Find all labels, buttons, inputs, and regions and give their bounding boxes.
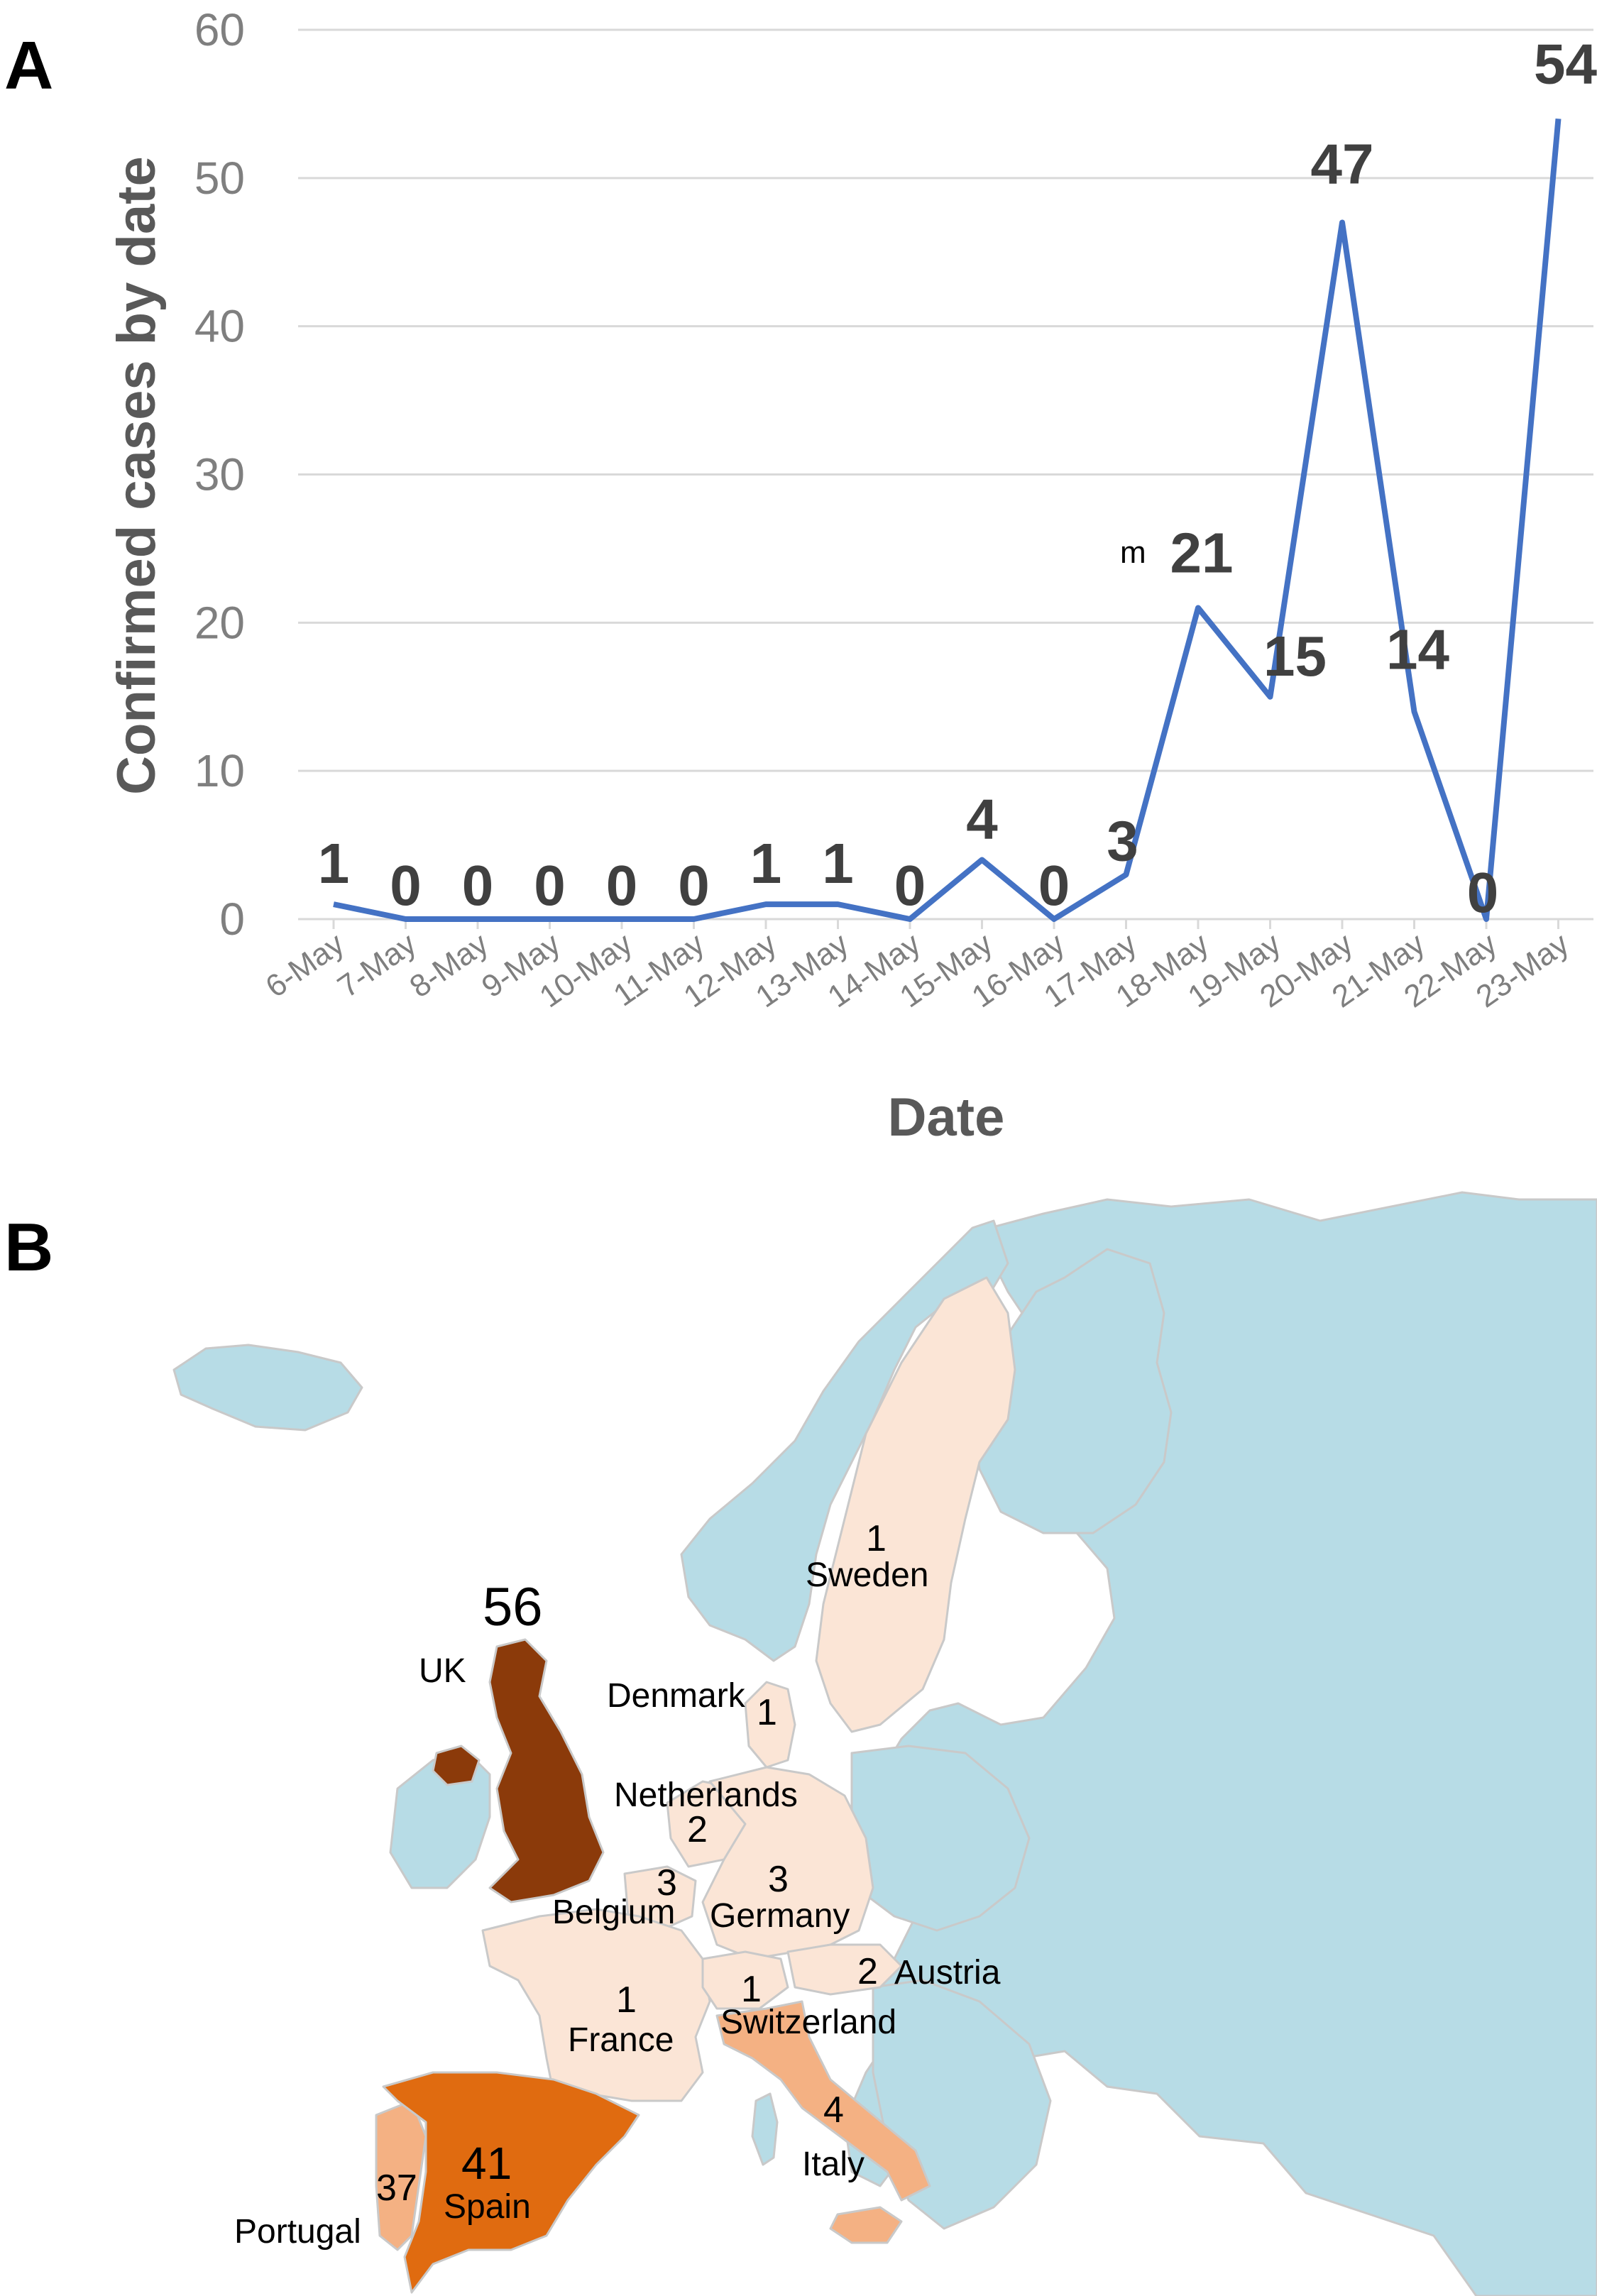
country-uk-ni bbox=[432, 1745, 481, 1786]
label-belgium: Belgium bbox=[552, 1894, 675, 1931]
count-switzerland: 1 bbox=[741, 1969, 762, 2010]
label-denmark: Denmark bbox=[607, 1677, 746, 1715]
label-uk: UK bbox=[419, 1652, 466, 1690]
count-spain: 41 bbox=[461, 2138, 512, 2189]
land-reporting bbox=[375, 1276, 1016, 2294]
country-sweden bbox=[815, 1276, 1016, 1733]
series-line bbox=[333, 118, 1562, 922]
data-label: 0 bbox=[894, 854, 926, 917]
data-label: 4 bbox=[966, 787, 998, 850]
x-axis-title: Date bbox=[888, 1087, 1005, 1148]
label-netherlands: Netherlands bbox=[614, 1776, 798, 1814]
country-france bbox=[481, 1908, 711, 2102]
land-zero-cases bbox=[172, 1191, 1597, 2296]
label-france: France bbox=[568, 2021, 674, 2059]
land-iceland bbox=[172, 1344, 363, 1432]
y-tick-label: 20 bbox=[194, 597, 245, 648]
count-uk: 56 bbox=[483, 1577, 543, 1637]
data-label: 54 bbox=[1534, 32, 1597, 95]
count-portugal: 37 bbox=[376, 2168, 417, 2209]
data-label: 47 bbox=[1311, 132, 1374, 195]
x-tick-label: 7-May bbox=[331, 926, 422, 1004]
label-austria: Austria bbox=[894, 1954, 1001, 1992]
data-label: 21 bbox=[1170, 521, 1234, 584]
country-spain bbox=[382, 2071, 640, 2294]
data-label: 0 bbox=[678, 854, 710, 917]
count-austria: 2 bbox=[857, 1951, 878, 1992]
data-label: 0 bbox=[606, 854, 638, 917]
y-tick-label: 60 bbox=[194, 4, 245, 55]
land-sardinia-corsica bbox=[751, 2092, 779, 2166]
x-tick-label: 6-May bbox=[259, 926, 350, 1004]
count-france: 1 bbox=[616, 1979, 637, 2021]
label-germany: Germany bbox=[710, 1897, 850, 1935]
europe-map: 56 UK 41 Spain 37 Portugal 4 Italy 3 Bel… bbox=[172, 1191, 1597, 2296]
y-axis-title: Confirmed cases by date bbox=[106, 156, 167, 795]
country-denmark bbox=[744, 1681, 796, 1769]
label-italy: Italy bbox=[802, 2146, 865, 2183]
panel-b-letter: B bbox=[4, 1209, 53, 1285]
y-tick-label: 40 bbox=[194, 301, 245, 352]
count-netherlands: 2 bbox=[687, 1809, 708, 1850]
y-tick-label: 10 bbox=[194, 745, 245, 796]
country-switzerland bbox=[701, 1950, 789, 2010]
label-portugal: Portugal bbox=[234, 2213, 361, 2251]
country-italy bbox=[715, 2000, 931, 2202]
gridlines bbox=[298, 28, 1593, 772]
data-label: 0 bbox=[534, 854, 566, 917]
data-label: 0 bbox=[1038, 854, 1070, 917]
label-sweden: Sweden bbox=[806, 1556, 928, 1594]
map-labels: 56 UK 41 Spain 37 Portugal 4 Italy 3 Bel… bbox=[234, 1518, 1001, 2251]
count-sweden: 1 bbox=[866, 1518, 887, 1559]
y-tick-label: 0 bbox=[219, 894, 245, 945]
panel-a-letter: A bbox=[4, 28, 53, 104]
country-italy-sicily bbox=[829, 2206, 903, 2244]
count-germany: 3 bbox=[768, 1859, 789, 1900]
data-label: 1 bbox=[822, 832, 854, 895]
data-label: 15 bbox=[1263, 625, 1327, 688]
data-label: 0 bbox=[462, 854, 494, 917]
label-switzerland: Switzerland bbox=[720, 2004, 896, 2041]
x-axis-ticks: 6-May7-May8-May9-May10-May11-May12-May13… bbox=[259, 919, 1575, 1014]
y-tick-label: 50 bbox=[194, 153, 245, 204]
label-spain: Spain bbox=[444, 2188, 531, 2226]
country-austria bbox=[786, 1943, 903, 1996]
data-label: 1 bbox=[750, 832, 782, 895]
data-label: 14 bbox=[1386, 618, 1449, 681]
data-label: 0 bbox=[1467, 861, 1499, 924]
data-label: 3 bbox=[1107, 809, 1138, 872]
count-belgium: 3 bbox=[657, 1862, 677, 1904]
x-tick-label: 8-May bbox=[403, 926, 494, 1004]
data-label: 1 bbox=[318, 832, 350, 895]
data-label: 0 bbox=[390, 854, 422, 917]
country-uk bbox=[488, 1638, 605, 1904]
count-italy: 4 bbox=[823, 2089, 844, 2131]
count-denmark: 1 bbox=[757, 1692, 777, 1733]
y-axis-ticks: 0 10 20 30 40 50 60 bbox=[194, 4, 245, 945]
annotation-m: m bbox=[1120, 535, 1146, 570]
y-tick-label: 30 bbox=[194, 449, 245, 500]
land-finland bbox=[971, 1248, 1173, 1534]
